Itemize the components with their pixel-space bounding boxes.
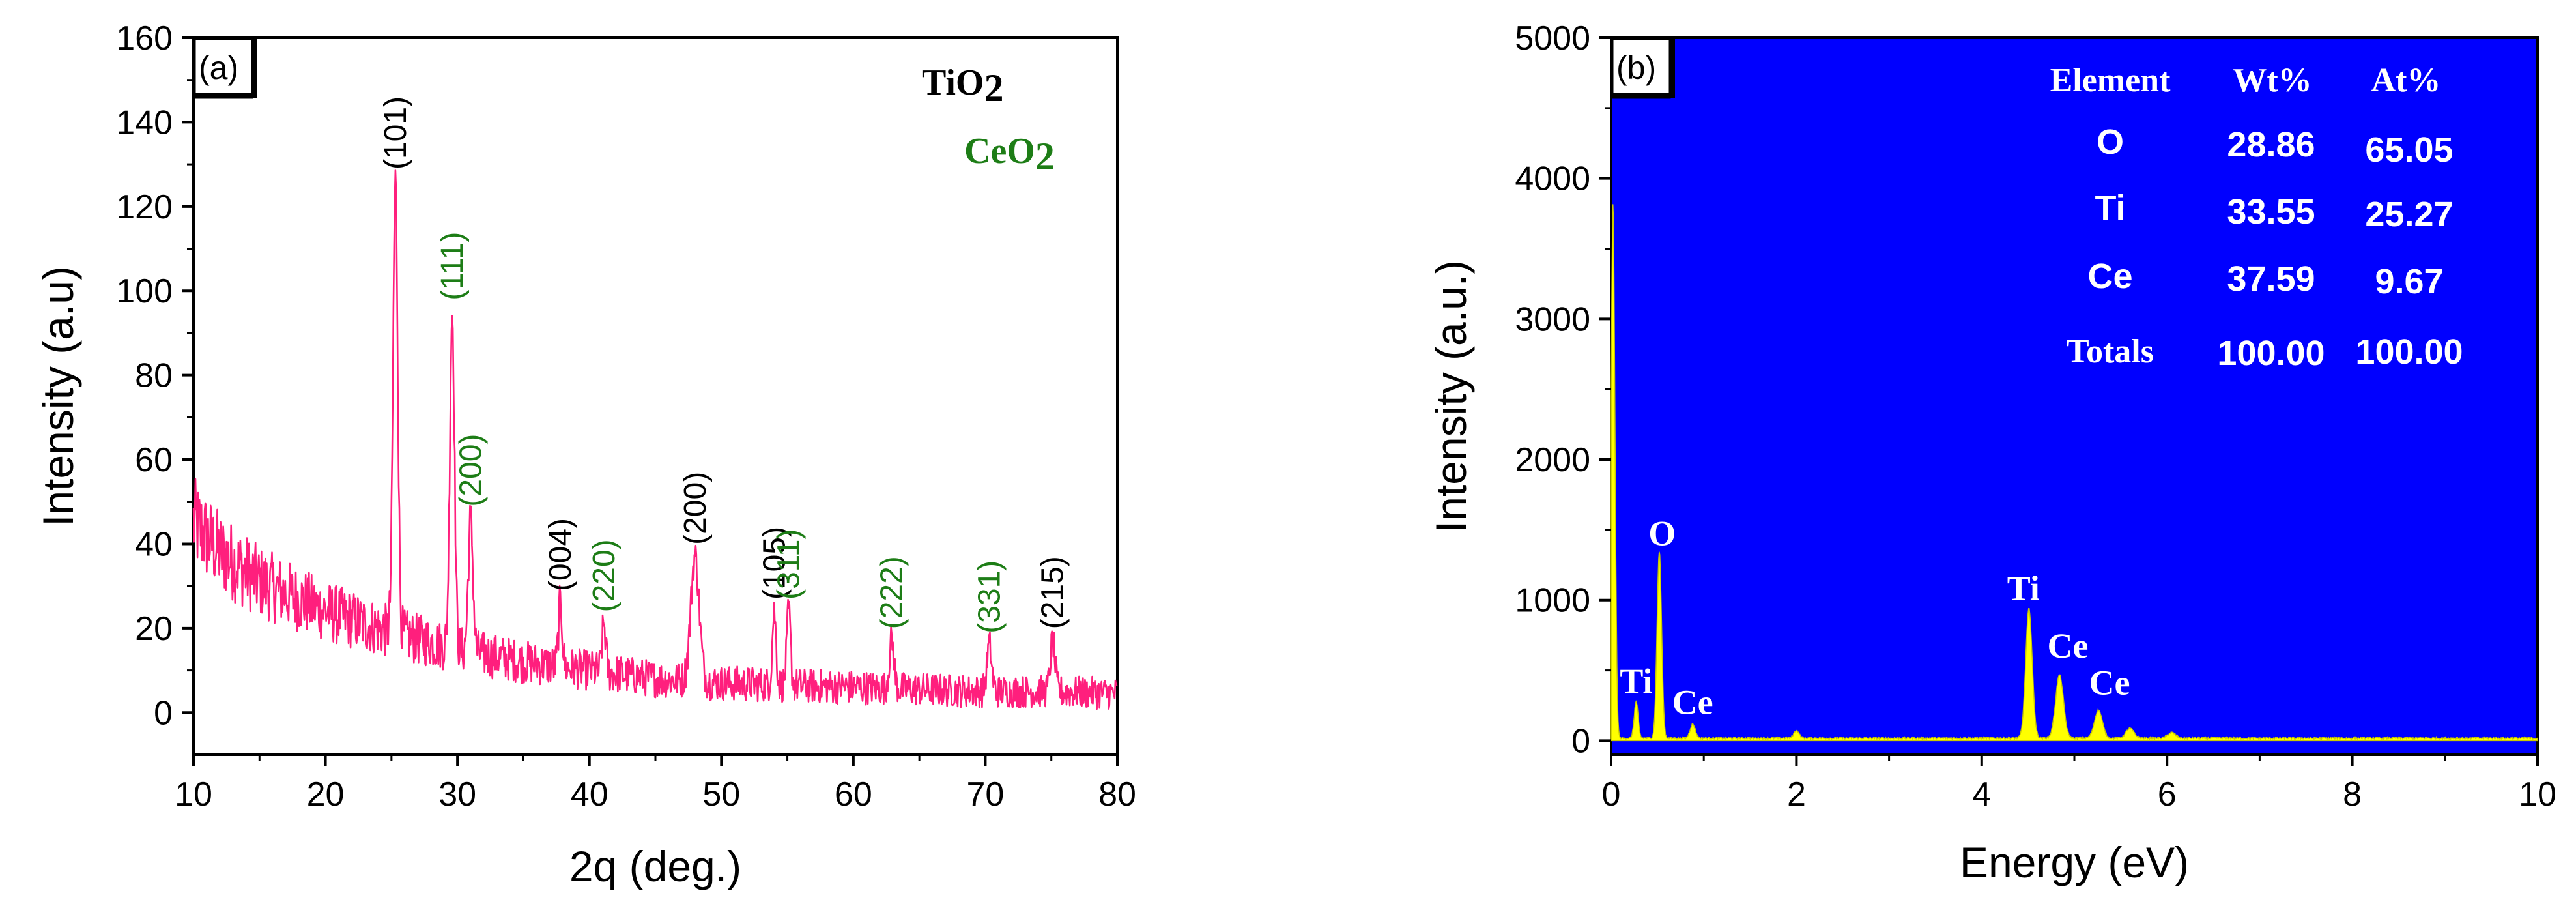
xrd-peak-label: (200) bbox=[678, 472, 713, 545]
eds-spectrum-area bbox=[1610, 204, 2538, 742]
xrd-plot-frame bbox=[192, 36, 1119, 756]
y-tick-label: 160 bbox=[116, 20, 173, 57]
xrd-panel-label: (a) bbox=[199, 50, 238, 86]
xrd-legend: TiO2 CeO2 bbox=[922, 63, 1055, 178]
xrd-x-axis-title: 2q (deg.) bbox=[569, 842, 741, 890]
legend-ceo2-sub: 2 bbox=[1035, 135, 1055, 178]
x-tick-label: 2 bbox=[1787, 776, 1806, 813]
x-tick-label: 6 bbox=[2158, 776, 2177, 813]
xrd-ticks: 10 20 30 40 50 60 70 80 0 20 40 60 80 100 120 140 160 bbox=[116, 20, 1136, 813]
table-cell: 9.67 bbox=[2375, 262, 2443, 301]
eds-x-axis-title: Energy (eV) bbox=[1960, 838, 2189, 886]
table-cell: 100.00 bbox=[2355, 332, 2463, 372]
y-tick-label: 40 bbox=[135, 525, 173, 563]
x-tick-label: 8 bbox=[2343, 776, 2362, 813]
y-tick-label: 2000 bbox=[1515, 441, 1590, 479]
table-header-wt: Wt% bbox=[2233, 62, 2311, 99]
x-tick-label: 40 bbox=[571, 776, 608, 813]
table-cell: O bbox=[2097, 123, 2124, 162]
y-tick-label: 5000 bbox=[1515, 20, 1590, 57]
xrd-peak-label: (105) bbox=[757, 527, 792, 600]
table-cell: Ce bbox=[2087, 257, 2132, 296]
y-tick-label: 100 bbox=[116, 272, 173, 310]
xrd-peak-label: (200) bbox=[453, 434, 488, 507]
x-tick-label: 10 bbox=[175, 776, 212, 813]
composition-table: Element Wt% At% O 28.86 65.05 Ti 33.55 2… bbox=[2050, 62, 2463, 373]
y-tick-label: 140 bbox=[116, 104, 173, 141]
xrd-peak-label: (222) bbox=[875, 556, 909, 629]
x-tick-label: 60 bbox=[835, 776, 872, 813]
table-cell: Totals bbox=[2067, 333, 2154, 370]
xrd-peak-label: (311) bbox=[772, 529, 807, 600]
y-tick-label: 4000 bbox=[1515, 160, 1590, 198]
y-tick-label: 1000 bbox=[1515, 582, 1590, 620]
eds-panel-tag: (b) bbox=[1611, 38, 1675, 99]
eds-peak-label: O bbox=[1648, 514, 1676, 553]
table-header-at: At% bbox=[2371, 62, 2441, 99]
table-cell: 100.00 bbox=[2217, 334, 2325, 373]
table-cell: 33.55 bbox=[2227, 192, 2315, 231]
eds-peak-label: Ce bbox=[1672, 682, 1713, 722]
legend-ceo2-name: CeO bbox=[964, 131, 1035, 171]
y-tick-label: 3000 bbox=[1515, 300, 1590, 338]
y-tick-label: 0 bbox=[154, 694, 173, 732]
y-tick-label: 60 bbox=[135, 441, 173, 479]
x-tick-label: 50 bbox=[702, 776, 740, 813]
y-tick-label: 0 bbox=[1571, 722, 1590, 760]
table-header-element: Element bbox=[2050, 62, 2171, 99]
legend-tio2: TiO2 bbox=[922, 63, 1003, 109]
xrd-peak-label: (111) bbox=[435, 232, 470, 300]
eds-panel-label: (b) bbox=[1616, 50, 1656, 86]
legend-tio2-sub: 2 bbox=[984, 66, 1003, 109]
xrd-peak-label: (331) bbox=[973, 561, 1007, 634]
legend-ceo2: CeO2 bbox=[964, 131, 1055, 178]
x-tick-label: 80 bbox=[1098, 776, 1136, 813]
x-tick-label: 30 bbox=[438, 776, 476, 813]
eds-peak-label: Ce bbox=[2089, 663, 2130, 702]
eds-peak-label: Ti bbox=[2007, 569, 2040, 608]
x-tick-label: 0 bbox=[1602, 776, 1621, 813]
table-cell: 65.05 bbox=[2365, 130, 2453, 169]
table-cell: Ti bbox=[2095, 188, 2125, 227]
xrd-peak-labels: (101) (111) (200) (004) (220) (200) (105)(311)… bbox=[379, 96, 1070, 634]
eds-peak-label: Ce bbox=[2048, 626, 2089, 665]
x-tick-label: 70 bbox=[967, 776, 1005, 813]
table-cell: 25.27 bbox=[2365, 195, 2453, 234]
x-tick-label: 10 bbox=[2519, 776, 2556, 813]
table-cell: 28.86 bbox=[2227, 125, 2315, 164]
xrd-peak-label: (215) bbox=[1036, 556, 1070, 629]
table-cell: 37.59 bbox=[2227, 259, 2315, 299]
xrd-peak-label: (101) bbox=[379, 96, 413, 169]
xrd-peak-label: (004) bbox=[543, 518, 578, 591]
xrd-y-axis-title: Intensity (a.u) bbox=[34, 266, 82, 527]
x-tick-label: 20 bbox=[307, 776, 345, 813]
eds-y-axis-title: Intensity (a.u.) bbox=[1427, 260, 1475, 532]
legend-tio2-name: TiO bbox=[922, 63, 984, 103]
y-tick-label: 120 bbox=[116, 188, 173, 226]
eds-ticks: 0 2 4 6 8 10 0 1000 2000 3000 4000 5000 bbox=[1515, 20, 2556, 813]
xrd-peak-label: (220) bbox=[587, 539, 622, 612]
xrd-panel-tag: (a) bbox=[193, 38, 257, 99]
xrd-pattern-line bbox=[192, 169, 1118, 710]
y-tick-label: 20 bbox=[135, 610, 173, 648]
y-tick-label: 80 bbox=[135, 357, 173, 395]
xrd-chart: 10 20 30 40 50 60 70 80 0 20 40 60 80 100 120 140 160 (1… bbox=[34, 20, 1136, 890]
eds-peak-label: Ti bbox=[1620, 662, 1652, 701]
x-tick-label: 4 bbox=[1972, 776, 1991, 813]
